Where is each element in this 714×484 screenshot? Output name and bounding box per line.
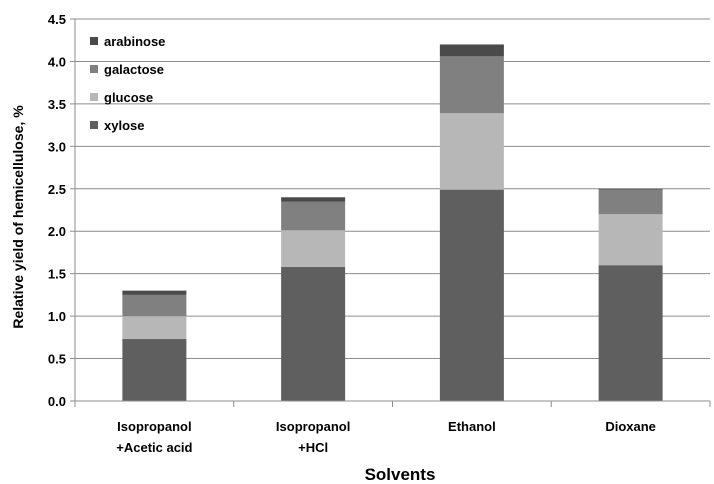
- bar-segment-xylose: [439, 189, 504, 401]
- x-axis-title: Solvents: [365, 465, 436, 484]
- y-tick-label: 2.5: [48, 182, 66, 197]
- legend-label-glucose: glucose: [104, 90, 153, 105]
- bar-segment-xylose: [122, 339, 187, 401]
- y-tick-label: 3.0: [48, 139, 66, 154]
- x-tick-label-line: Dioxane: [605, 419, 656, 434]
- bar-segment-arabinose: [122, 290, 187, 295]
- y-axis-title: Relative yield of hemicellulose, %: [10, 105, 26, 329]
- x-tick-label-line: Isopropanol: [276, 419, 350, 434]
- y-tick-label: 1.0: [48, 309, 66, 324]
- bar-segment-arabinose: [598, 188, 663, 190]
- axes: [70, 18, 711, 407]
- y-tick-label: 3.5: [48, 97, 66, 112]
- bars: [122, 44, 663, 401]
- x-tick-label-line: +HCl: [298, 440, 328, 455]
- x-tick-labels: Isopropanol +Acetic acid Isopropanol +HCl Et…: [116, 419, 656, 455]
- legend: arabinose galactose glucose xylose: [90, 34, 165, 133]
- legend-swatch-glucose: [90, 93, 98, 101]
- x-tick-label-line: Isopropanol: [117, 419, 191, 434]
- bar-segment-arabinose: [281, 197, 346, 202]
- x-tick-label: Isopropanol +HCl: [276, 419, 350, 455]
- bar-segment-xylose: [598, 265, 663, 401]
- bar-segment-glucose: [122, 316, 187, 340]
- x-tick-label: Ethanol: [448, 419, 496, 434]
- legend-label-arabinose: arabinose: [104, 34, 165, 49]
- bar-segment-glucose: [281, 230, 346, 267]
- bar-segment-xylose: [281, 266, 346, 401]
- x-tick-label: Isopropanol +Acetic acid: [116, 419, 192, 455]
- bar-segment-galactose: [122, 294, 187, 317]
- bar-segment-glucose: [598, 214, 663, 266]
- legend-label-galactose: galactose: [104, 62, 164, 77]
- bar-segment-galactose: [281, 201, 346, 231]
- x-tick-label-line: +Acetic acid: [116, 440, 192, 455]
- legend-swatch-xylose: [90, 121, 98, 129]
- y-tick-label: 4.0: [48, 54, 66, 69]
- bar-segment-galactose: [439, 56, 504, 114]
- x-tick-label-line: Ethanol: [448, 419, 496, 434]
- legend-swatch-galactose: [90, 65, 98, 73]
- bar-segment-galactose: [598, 189, 663, 215]
- legend-label-xylose: xylose: [104, 118, 144, 133]
- bar-segment-arabinose: [439, 44, 504, 57]
- bar-segment-glucose: [439, 113, 504, 190]
- y-tick-label: 2.0: [48, 224, 66, 239]
- legend-swatch-arabinose: [90, 37, 98, 45]
- y-tick-label: 4.5: [48, 12, 66, 27]
- y-tick-label: 1.5: [48, 267, 66, 282]
- y-tick-label: 0.5: [48, 352, 66, 367]
- y-tick-label: 0.0: [48, 394, 66, 409]
- x-tick-label: Dioxane: [605, 419, 656, 434]
- y-tick-labels: 0.0 0.5 1.0 1.5 2.0 2.5 3.0 3.5 4.0 4.5: [48, 12, 66, 409]
